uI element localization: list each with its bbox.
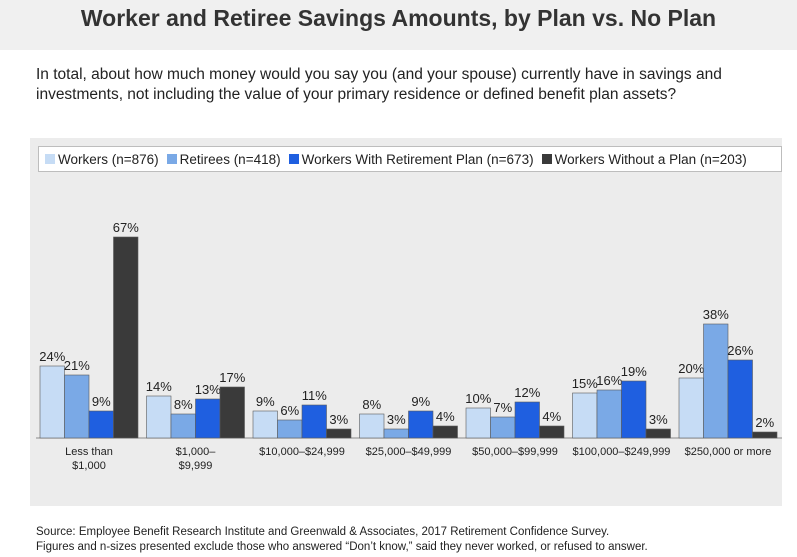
source-note: Source: Employee Benefit Research Instit… bbox=[36, 525, 786, 555]
data-label: 15% bbox=[572, 376, 598, 391]
bar bbox=[539, 425, 565, 439]
bar bbox=[170, 413, 196, 439]
footnote-line: Figures and n-sizes presented exclude th… bbox=[36, 541, 648, 553]
data-label: 2% bbox=[755, 415, 774, 430]
legend-swatch-retirees bbox=[166, 154, 177, 164]
chart-panel bbox=[30, 138, 782, 506]
bar bbox=[752, 431, 778, 439]
data-label: 9% bbox=[411, 394, 430, 409]
category-label: $10,000–$24,999 bbox=[259, 446, 345, 458]
source-line: Source: Employee Benefit Research Instit… bbox=[36, 526, 610, 538]
legend-label-workers: Workers (n=876) bbox=[58, 151, 159, 167]
bar bbox=[572, 392, 598, 439]
data-label: 67% bbox=[113, 220, 139, 235]
bar bbox=[277, 419, 303, 439]
category-label: $50,000–$99,999 bbox=[472, 446, 558, 458]
survey-question: In total, about how much money would you… bbox=[36, 66, 722, 103]
bar bbox=[39, 365, 65, 439]
legend-label-retirees: Retirees (n=418) bbox=[179, 151, 281, 167]
data-label: 7% bbox=[493, 400, 512, 415]
data-label: 6% bbox=[280, 403, 299, 418]
data-label: 13% bbox=[195, 382, 221, 397]
data-label: 26% bbox=[727, 343, 753, 358]
bar bbox=[64, 374, 90, 439]
bar bbox=[514, 401, 540, 439]
bar bbox=[432, 425, 458, 439]
data-label: 12% bbox=[514, 385, 540, 400]
data-label: 3% bbox=[387, 412, 406, 427]
category-label-line: Less than bbox=[65, 446, 113, 458]
bar bbox=[678, 377, 704, 439]
title-band bbox=[0, 0, 797, 50]
data-label: 16% bbox=[596, 373, 622, 388]
category-label-line: $1,000 bbox=[72, 460, 106, 472]
data-label: 11% bbox=[302, 388, 327, 403]
legend-label-with-plan: Workers With Retirement Plan (n=673) bbox=[301, 151, 534, 167]
bar bbox=[301, 404, 327, 439]
bar bbox=[195, 398, 221, 439]
data-label: 3% bbox=[649, 412, 668, 427]
bar bbox=[146, 395, 172, 439]
data-label: 9% bbox=[256, 394, 275, 409]
bar bbox=[113, 236, 139, 439]
bar bbox=[645, 428, 671, 439]
category-label-line: $10,000–$24,999 bbox=[259, 446, 345, 458]
bar bbox=[252, 410, 278, 439]
data-label: 10% bbox=[465, 391, 491, 406]
bar bbox=[408, 410, 434, 439]
data-label: 19% bbox=[621, 364, 647, 379]
legend-swatch-with-plan bbox=[288, 154, 299, 164]
data-label: 21% bbox=[64, 358, 90, 373]
category-label-line: $250,000 or more bbox=[685, 446, 772, 458]
bar bbox=[88, 410, 114, 439]
data-label: 24% bbox=[39, 349, 65, 364]
data-label: 3% bbox=[329, 412, 348, 427]
category-label-line: $25,000–$49,999 bbox=[366, 446, 452, 458]
category-label: $25,000–$49,999 bbox=[366, 446, 452, 458]
category-label: $250,000 or more bbox=[685, 446, 772, 458]
data-label: 4% bbox=[436, 409, 455, 424]
bar bbox=[219, 386, 245, 439]
data-label: 4% bbox=[542, 409, 561, 424]
legend-swatch-without-plan bbox=[541, 154, 552, 164]
legend-swatch-workers bbox=[45, 154, 55, 164]
data-label: 8% bbox=[362, 397, 381, 412]
category-label-line: $1,000– bbox=[176, 446, 217, 458]
data-label: 14% bbox=[146, 379, 172, 394]
category-label: $100,000–$249,999 bbox=[573, 446, 671, 458]
bar bbox=[490, 416, 516, 439]
category-label-line: $9,999 bbox=[179, 460, 213, 472]
bar bbox=[621, 380, 647, 439]
bar bbox=[359, 413, 385, 439]
category-label: Less than $1,000 bbox=[65, 446, 113, 472]
category-label-line: $50,000–$99,999 bbox=[472, 446, 558, 458]
category-label: $1,000– $9,999 bbox=[176, 446, 217, 472]
bar bbox=[326, 428, 352, 439]
chart-title: Worker and Retiree Savings Amounts, by P… bbox=[80, 5, 717, 31]
legend-label-without-plan: Workers Without a Plan (n=203) bbox=[554, 151, 747, 167]
data-label: 20% bbox=[678, 361, 704, 376]
data-label: 38% bbox=[703, 307, 729, 322]
data-label: 8% bbox=[174, 397, 193, 412]
data-label: 9% bbox=[92, 394, 111, 409]
bar bbox=[703, 323, 729, 439]
category-label-line: $100,000–$249,999 bbox=[573, 446, 671, 458]
bar bbox=[727, 359, 753, 439]
bar bbox=[596, 389, 622, 439]
legend-item-with-plan: Workers With Retirement Plan (n=673) bbox=[288, 151, 534, 167]
legend-item-without-plan: Workers Without a Plan (n=203) bbox=[541, 151, 747, 167]
bar bbox=[465, 407, 491, 439]
data-label: 17% bbox=[219, 370, 245, 385]
legend-item-workers: Workers (n=876) bbox=[45, 152, 159, 167]
legend: Workers (n=876) Retirees (n=418) Workers… bbox=[38, 146, 782, 172]
legend-item-retirees: Retirees (n=418) bbox=[166, 151, 281, 167]
bar bbox=[383, 428, 409, 439]
